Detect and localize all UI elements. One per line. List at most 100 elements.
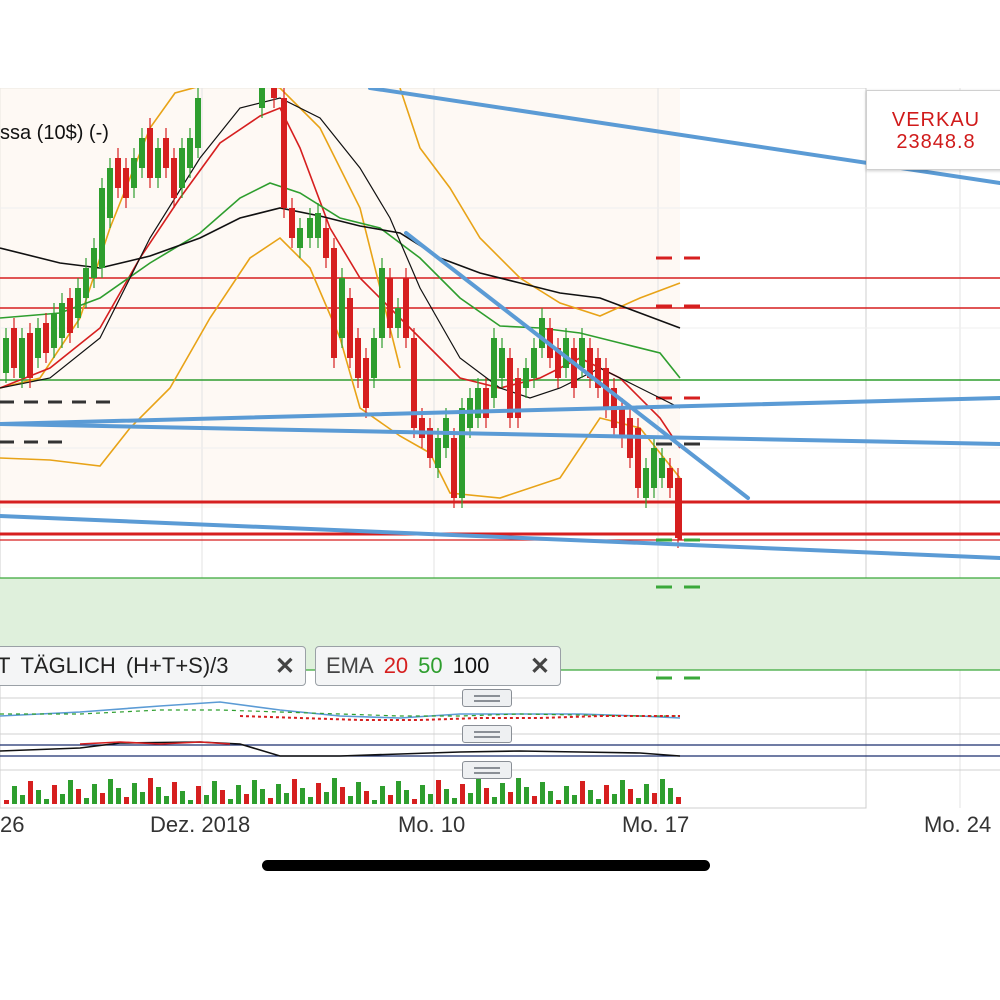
candle-body bbox=[281, 98, 287, 208]
typical-price-indicator-chip[interactable]: T TÄGLICH (H+T+S)/3 ✕ bbox=[0, 646, 306, 686]
ema-period-20: 20 bbox=[383, 653, 409, 678]
instrument-label: ssa (10$) (-) bbox=[0, 122, 109, 144]
volume-bar bbox=[676, 797, 681, 804]
volume-bar bbox=[660, 779, 665, 804]
volume-bar bbox=[36, 790, 41, 804]
sell-button[interactable]: VERKAU 23848.8 bbox=[866, 90, 1000, 170]
volume-bar bbox=[348, 796, 353, 804]
volume-bar bbox=[572, 795, 577, 804]
candle-body bbox=[387, 278, 393, 328]
chart-area[interactable] bbox=[0, 88, 1000, 848]
drag-handle-icon[interactable] bbox=[462, 725, 512, 743]
volume-bar bbox=[668, 788, 673, 804]
volume-bar bbox=[364, 791, 369, 804]
volume-bar bbox=[620, 780, 625, 804]
volume-bar bbox=[324, 792, 329, 804]
volume-bar bbox=[148, 778, 153, 804]
volume-bar bbox=[388, 795, 393, 804]
candle-body bbox=[35, 328, 41, 358]
candle-body bbox=[27, 333, 33, 378]
candle-body bbox=[499, 348, 505, 378]
close-icon[interactable]: ✕ bbox=[529, 652, 550, 680]
candle-body bbox=[411, 338, 417, 428]
candle-body bbox=[403, 278, 409, 338]
volume-bar bbox=[20, 795, 25, 804]
volume-bar bbox=[604, 785, 609, 804]
x-tick-label: Dez. 2018 bbox=[150, 812, 251, 837]
candle-body bbox=[347, 298, 353, 358]
volume-bar bbox=[108, 779, 113, 804]
candle-body bbox=[115, 158, 121, 188]
candle-body bbox=[259, 88, 265, 108]
candle-body bbox=[515, 378, 521, 418]
volume-bar bbox=[92, 784, 97, 804]
volume-bar bbox=[580, 781, 585, 804]
candle-body bbox=[531, 348, 537, 378]
volume-bar bbox=[284, 793, 289, 804]
volume-bar bbox=[276, 784, 281, 804]
candle-body bbox=[667, 468, 673, 488]
candle-body bbox=[323, 228, 329, 258]
candle-body bbox=[289, 208, 295, 238]
candle-body bbox=[523, 368, 529, 388]
candle-body bbox=[297, 228, 303, 248]
volume-bar bbox=[612, 794, 617, 804]
volume-bar bbox=[164, 796, 169, 804]
candle-body bbox=[539, 318, 545, 348]
volume-bar bbox=[524, 787, 529, 804]
candle-body bbox=[419, 418, 425, 438]
volume-bar bbox=[172, 782, 177, 804]
volume-bar bbox=[140, 792, 145, 804]
ema50-line bbox=[0, 182, 681, 379]
candle-body bbox=[91, 248, 97, 278]
volume-bar bbox=[84, 798, 89, 804]
home-indicator[interactable] bbox=[262, 860, 710, 871]
candle-body bbox=[59, 303, 65, 338]
volume-bar bbox=[316, 783, 321, 804]
volume-bar bbox=[500, 783, 505, 804]
candle-body bbox=[83, 268, 89, 298]
candle-body bbox=[99, 188, 105, 268]
volume-bar bbox=[628, 789, 633, 804]
candle-body bbox=[315, 213, 321, 238]
close-icon[interactable]: ✕ bbox=[274, 652, 295, 680]
volume-bar bbox=[156, 787, 161, 804]
volume-bar bbox=[212, 781, 217, 804]
price-chart[interactable] bbox=[0, 88, 1000, 848]
oscillator-line-red bbox=[79, 741, 231, 745]
bollinger-upper bbox=[0, 88, 401, 389]
drag-handle-icon[interactable] bbox=[462, 689, 512, 707]
volume-bar bbox=[292, 779, 297, 804]
candle-body bbox=[563, 338, 569, 368]
volume-bar bbox=[532, 796, 537, 804]
candle-body bbox=[155, 148, 161, 178]
drag-handle-icon[interactable] bbox=[462, 761, 512, 779]
chip-formula: (H+T+S)/3 bbox=[125, 653, 229, 678]
volume-bar bbox=[132, 783, 137, 804]
volume-bar bbox=[60, 794, 65, 804]
volume-bar bbox=[196, 786, 201, 804]
volume-bar bbox=[260, 789, 265, 804]
candle-body bbox=[19, 338, 25, 378]
signal-line bbox=[0, 709, 680, 717]
volume-bar bbox=[644, 784, 649, 804]
candle-body bbox=[371, 338, 377, 378]
x-tick-label: Mo. 17 bbox=[622, 812, 690, 837]
volume-bar bbox=[68, 780, 73, 804]
candle-body bbox=[483, 388, 489, 418]
volume-bar bbox=[380, 786, 385, 804]
candle-body bbox=[451, 438, 457, 498]
chip-period: TÄGLICH bbox=[20, 653, 116, 678]
candle-body bbox=[147, 128, 153, 178]
candle-body bbox=[339, 278, 345, 338]
volume-bar bbox=[340, 787, 345, 804]
volume-bar bbox=[332, 778, 337, 804]
volume-bar bbox=[636, 798, 641, 804]
ema-indicator-chip[interactable]: EMA 20 50 100 ✕ bbox=[315, 646, 561, 686]
candle-body bbox=[459, 408, 465, 498]
x-tick-label: Mo. 10 bbox=[398, 812, 466, 837]
candle-body bbox=[179, 148, 185, 188]
candle-body bbox=[643, 468, 649, 498]
candle-body bbox=[67, 298, 73, 333]
volume-bar bbox=[12, 786, 17, 804]
